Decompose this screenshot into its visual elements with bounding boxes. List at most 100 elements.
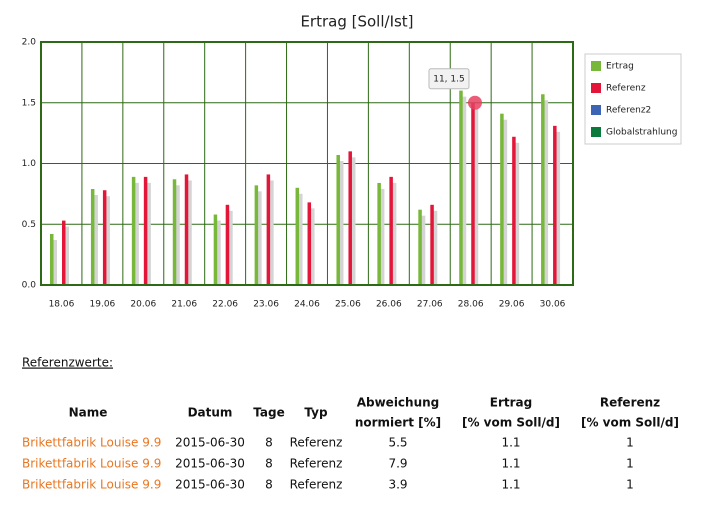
table-cell: 3.9 [388, 478, 407, 492]
x-tick-label: 21.06 [171, 300, 197, 310]
y-tick-label: 2.0 [22, 38, 37, 48]
table-cell: 8 [265, 478, 273, 492]
table-cell: 1.1 [501, 457, 520, 471]
bar [225, 204, 230, 285]
bar-shadow [187, 180, 192, 285]
table-cell: 2015-06-30 [175, 436, 245, 450]
row-name-link[interactable]: Brikettfabrik Louise 9.9 [22, 436, 161, 450]
bar-shadow [556, 131, 561, 285]
legend-swatch [591, 61, 601, 71]
y-tick-label: 1.0 [22, 159, 37, 169]
column-header: Ertrag [490, 396, 532, 410]
bar [377, 182, 381, 285]
table-cell: 8 [265, 436, 273, 450]
plot-border [40, 41, 574, 286]
bar [90, 189, 95, 285]
column-header: Tage [253, 406, 284, 420]
table-cell: 1 [626, 436, 634, 450]
column-header: Referenz [600, 396, 660, 410]
table-cell: 2015-06-30 [175, 457, 245, 471]
bar [418, 209, 422, 285]
bar [459, 90, 463, 285]
table-cell: Referenz [290, 457, 343, 471]
tooltip-text: 11, 1.5 [433, 74, 465, 84]
bar-shadow [462, 96, 467, 285]
column-header: Name [69, 406, 108, 420]
bar [541, 94, 545, 286]
bar-shadow [351, 157, 356, 285]
legend-label: Referenz [606, 84, 646, 94]
legend-swatch [591, 83, 601, 93]
table-cell: 2015-06-30 [175, 478, 245, 492]
column-header: [% vom Soll/d] [581, 416, 679, 430]
table-heading: Referenzwerte: [22, 356, 113, 370]
bar-shadow [339, 160, 344, 285]
bar [172, 179, 177, 285]
legend-swatch [591, 127, 601, 137]
bar-shadow [65, 226, 69, 285]
bar-shadow [474, 108, 479, 285]
table-cell: 1.1 [501, 478, 520, 492]
x-tick-label: 19.06 [90, 300, 116, 310]
bar [336, 154, 340, 285]
bar [553, 125, 557, 286]
table-cell: 7.9 [388, 457, 407, 471]
bar-shadow [433, 210, 438, 285]
bar-shadow [298, 193, 303, 285]
bar-shadow [146, 182, 151, 285]
y-tick-label: 0.5 [22, 220, 36, 230]
table-cell: 5.5 [388, 436, 407, 450]
bar-shadow [380, 188, 385, 285]
bar-shadow [269, 180, 274, 285]
bar [471, 102, 475, 285]
x-tick-label: 18.06 [49, 300, 75, 310]
bar [143, 176, 148, 285]
bar [389, 176, 393, 285]
table-cell: Referenz [290, 478, 343, 492]
bar [307, 202, 312, 285]
bar [62, 220, 66, 285]
table-cell: 1 [626, 457, 634, 471]
bar-shadow [93, 195, 98, 285]
x-tick-label: 29.06 [499, 300, 525, 310]
table-cell: 8 [265, 457, 273, 471]
row-name-link[interactable]: Brikettfabrik Louise 9.9 [22, 457, 161, 471]
bar [131, 176, 136, 285]
bar-shadow [515, 142, 520, 285]
bar-shadow [310, 208, 315, 285]
x-tick-label: 20.06 [130, 300, 156, 310]
y-tick-label: 0.0 [22, 281, 37, 291]
x-tick-label: 24.06 [294, 300, 320, 310]
bar [512, 136, 516, 285]
bar-shadow [216, 220, 221, 285]
y-tick-label: 1.5 [22, 98, 36, 108]
bar [295, 187, 300, 285]
bar [50, 233, 54, 285]
bar-shadow [134, 182, 139, 285]
bar-shadow [503, 119, 508, 285]
bar [500, 113, 504, 285]
bar [254, 185, 259, 285]
bar-shadow [53, 239, 57, 285]
column-header: Typ [304, 406, 328, 420]
legend-swatch [591, 105, 601, 115]
x-tick-label: 26.06 [376, 300, 402, 310]
bar [348, 151, 352, 285]
x-tick-label: 28.06 [458, 300, 484, 310]
bar [213, 214, 218, 285]
bar [266, 174, 271, 285]
x-tick-label: 30.06 [540, 300, 566, 310]
row-name-link[interactable]: Brikettfabrik Louise 9.9 [22, 478, 161, 492]
x-tick-label: 23.06 [253, 300, 279, 310]
bar [430, 204, 434, 285]
x-tick-label: 22.06 [212, 300, 238, 310]
bar-shadow [257, 191, 262, 285]
column-header: normiert [%] [355, 416, 441, 430]
bar-shadow [175, 185, 180, 285]
bar-shadow [105, 196, 110, 285]
chart-title: Ertrag [Soll/Ist] [300, 13, 413, 31]
column-header: Datum [188, 406, 233, 420]
table-cell: 1 [626, 478, 634, 492]
bar [184, 174, 189, 285]
